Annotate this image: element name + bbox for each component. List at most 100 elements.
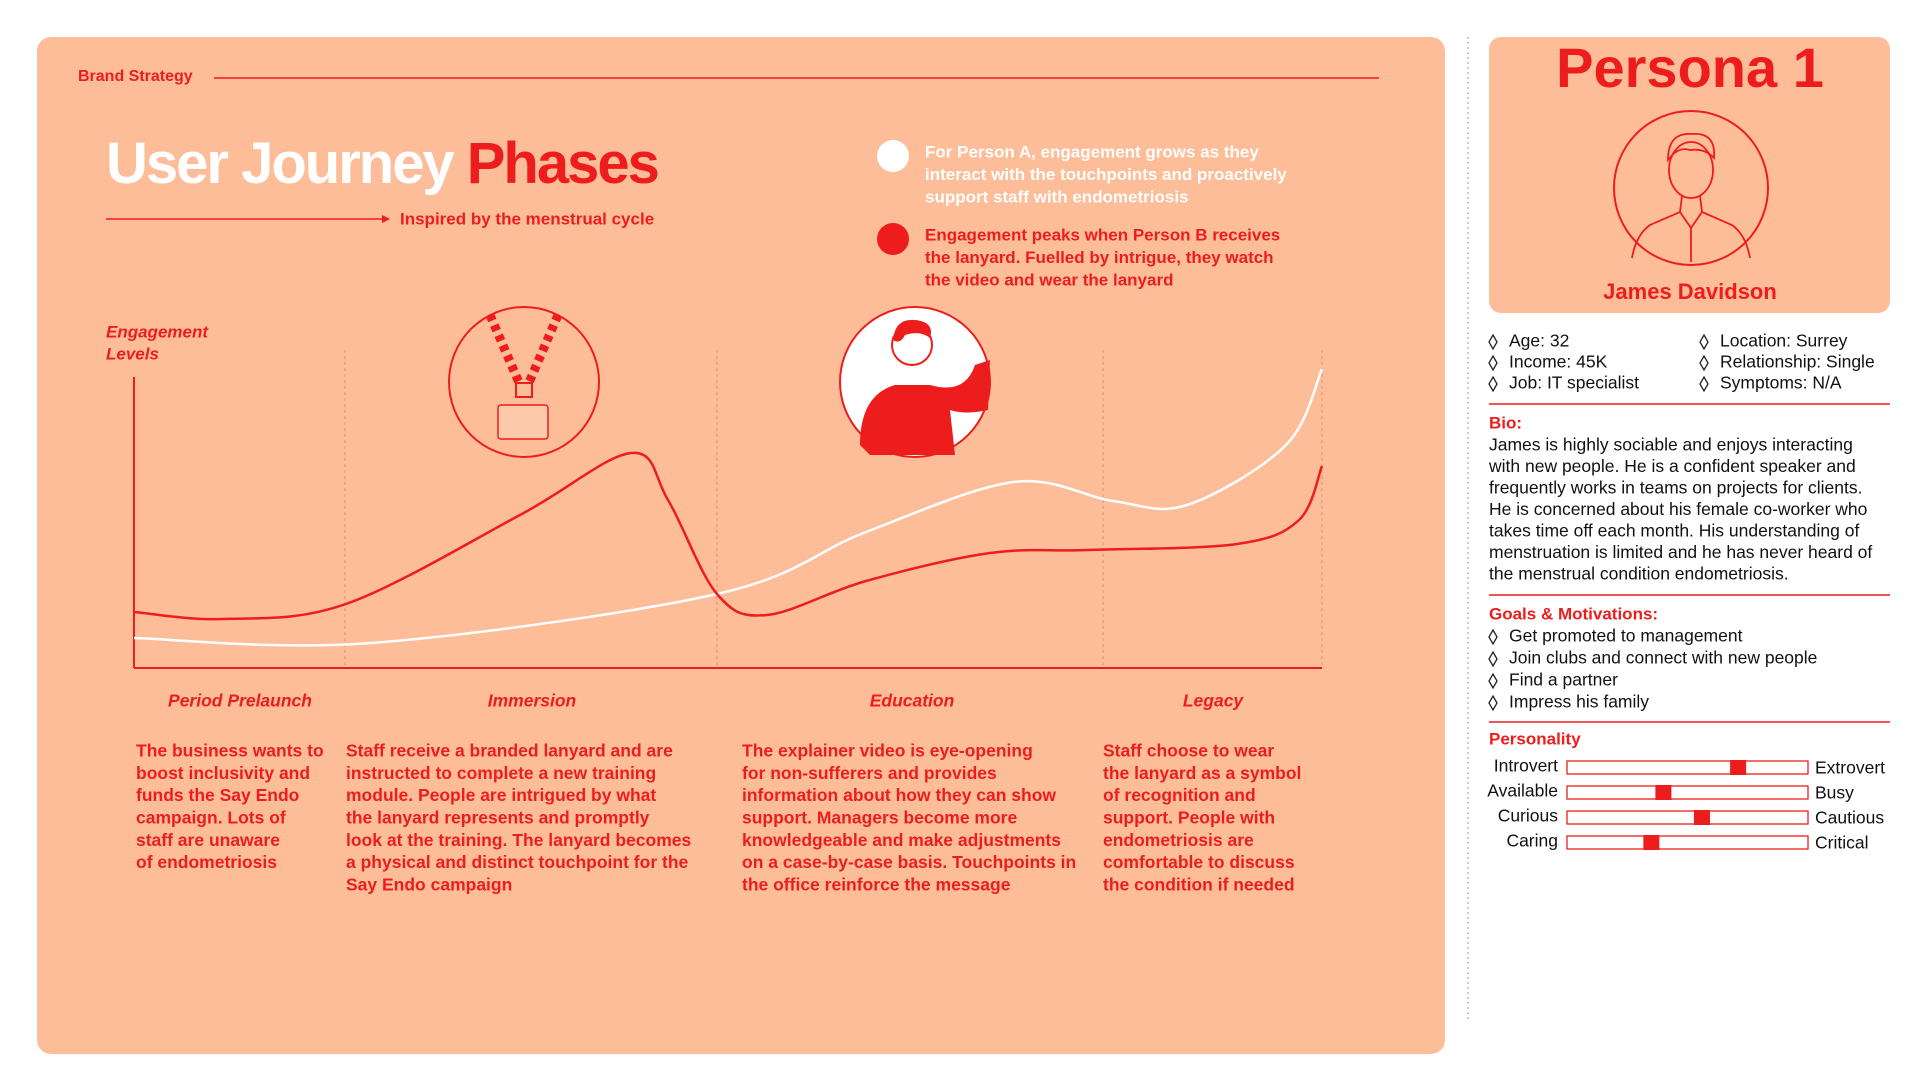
curve-person-a <box>133 368 1324 647</box>
personality-heading: Personality <box>1489 729 1581 748</box>
phase-name: Education <box>870 691 955 711</box>
trait-right: Extrovert <box>1815 758 1885 778</box>
page-title: User Journey Phases <box>106 131 658 196</box>
legend-text: support staff with endometriosis <box>925 187 1189 206</box>
y-axis-label: Engagement <box>106 322 209 341</box>
bio-text: takes time off each month. His understan… <box>1489 521 1859 541</box>
legend-text: Engagement peaks when Person B receives <box>925 225 1280 244</box>
portrait <box>1613 110 1769 266</box>
trait-marker <box>1655 785 1672 800</box>
goal-item: Join clubs and connect with new people <box>1509 648 1817 668</box>
phase-description: the office reinforce the message <box>742 874 1011 894</box>
bullet <box>1488 694 1498 712</box>
woman-hair <box>893 319 931 342</box>
phase-description: staff are unaware <box>136 830 280 850</box>
phase-description: the condition if needed <box>1103 874 1295 894</box>
portrait-body <box>1631 195 1751 262</box>
trait-track <box>1566 785 1809 800</box>
bullet <box>1488 628 1498 646</box>
phase-description: for non-sufferers and provides <box>742 763 997 783</box>
phase-description: endometriosis are <box>1103 830 1254 850</box>
bullet <box>1699 333 1709 351</box>
bullet <box>1699 375 1709 393</box>
bullet <box>1488 354 1498 372</box>
trait-left: Curious <box>1498 806 1559 826</box>
trait-right: Cautious <box>1815 808 1884 828</box>
phase-description: support. Managers become more <box>742 808 1017 828</box>
bio-text: with new people. He is a confident speak… <box>1488 456 1856 476</box>
bio-text: menstruation is limited and he has never… <box>1489 542 1872 562</box>
persona-detail: Symptoms: N/A <box>1720 373 1842 393</box>
journey-panel <box>37 37 1445 1054</box>
persona-detail: Income: 45K <box>1509 352 1608 372</box>
section-label: Brand Strategy <box>78 68 193 85</box>
bullet <box>1488 333 1498 351</box>
phase-description: knowledgeable and make adjustments <box>742 830 1061 850</box>
phase-description: look at the training. The lanyard become… <box>346 830 691 850</box>
phase-description: the lanyard represents and promptly <box>346 808 650 828</box>
lanyard-illustration <box>448 306 600 458</box>
legend-swatch <box>877 140 909 172</box>
legend-swatch <box>877 223 909 255</box>
phase-description: campaign. Lots of <box>136 808 286 828</box>
portrait-head <box>1668 141 1714 199</box>
phase-description: of endometriosis <box>136 852 277 872</box>
title-white: User Journey <box>106 131 454 196</box>
persona-name: James Davidson <box>1603 279 1777 304</box>
trait-left: Available <box>1487 781 1558 801</box>
legend-text: the lanyard. Fuelled by intrigue, they w… <box>925 248 1274 267</box>
bio-heading: Bio: <box>1489 413 1522 432</box>
legend-text: interact with the touchpoints and proact… <box>925 165 1287 184</box>
trait-marker <box>1693 810 1710 825</box>
trait-track <box>1566 835 1809 850</box>
bio-text: He is concerned about his female co-work… <box>1489 499 1867 519</box>
phase-description: of recognition and <box>1103 785 1256 805</box>
phase-description: The business wants to <box>136 741 324 761</box>
lanyard-strap <box>485 313 563 387</box>
phase-name: Legacy <box>1183 691 1245 711</box>
title-red: Phases <box>467 131 658 196</box>
chart-frame <box>133 350 1323 669</box>
phase-name: Immersion <box>488 691 577 711</box>
legend-text: the video and wear the lanyard <box>925 270 1173 289</box>
subtitle: Inspired by the menstrual cycle <box>400 209 654 228</box>
woman-body <box>860 360 990 455</box>
phase-description: a physical and distinct touchpoint for t… <box>346 852 689 872</box>
phase-name: Period Prelaunch <box>168 691 312 711</box>
woman-illustration <box>839 306 991 458</box>
badge <box>497 404 549 440</box>
phase-description: boost inclusivity and <box>136 763 310 783</box>
trait-right: Busy <box>1815 783 1854 803</box>
goal-item: Get promoted to management <box>1509 626 1743 646</box>
phase-description: Staff receive a branded lanyard and are <box>346 741 673 761</box>
trait-marker <box>1643 835 1660 850</box>
trait-left: Introvert <box>1494 756 1558 776</box>
bullet <box>1699 354 1709 372</box>
y-axis-label: Levels <box>106 344 159 363</box>
persona-detail: Relationship: Single <box>1720 352 1875 372</box>
legend-text: For Person A, engagement grows as they <box>925 142 1259 161</box>
arrow-head <box>382 215 390 223</box>
portrait-circle <box>1613 110 1769 266</box>
phase-description: information about how they can show <box>742 785 1056 805</box>
goal-item: Find a partner <box>1509 670 1618 690</box>
phase-description: Staff choose to wear <box>1103 741 1274 761</box>
persona-title: Persona 1 <box>1556 36 1824 99</box>
portrait-hair <box>1667 133 1715 163</box>
trait-left: Caring <box>1506 831 1558 851</box>
bullet <box>1488 375 1498 393</box>
bullet <box>1488 650 1498 668</box>
phase-description: comfortable to discuss <box>1103 852 1295 872</box>
persona-detail: Location: Surrey <box>1720 331 1848 351</box>
phase-description: Say Endo campaign <box>346 874 512 894</box>
bio-text: frequently works in teams on projects fo… <box>1489 478 1863 498</box>
bio-text: James is highly sociable and enjoys inte… <box>1489 435 1853 455</box>
persona-detail: Age: 32 <box>1509 331 1569 351</box>
phase-description: the lanyard as a symbol <box>1103 763 1301 783</box>
phase-description: support. People with <box>1103 808 1275 828</box>
phase-description: instructed to complete a new training <box>346 763 656 783</box>
bio-text: the menstrual condition endometriosis. <box>1489 564 1789 584</box>
curve-person-b <box>133 451 1324 621</box>
phase-description: on a case-by-case basis. Touchpoints in <box>742 852 1076 872</box>
phase-description: funds the Say Endo <box>136 785 299 805</box>
